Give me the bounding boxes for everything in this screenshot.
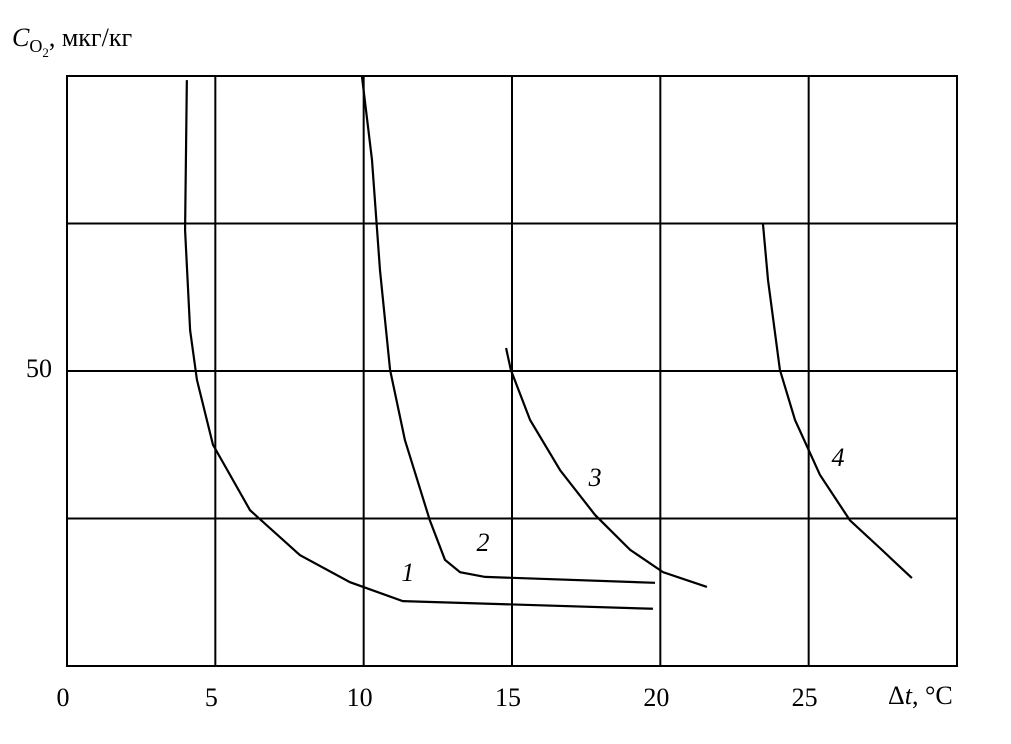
x-tick-label: 25 xyxy=(792,683,818,712)
data-line xyxy=(761,223,913,579)
x-tick-label: 0 xyxy=(57,683,70,712)
series-label: 1 xyxy=(401,558,414,587)
x-tick-label: 10 xyxy=(347,683,373,712)
series-label: 2 xyxy=(477,528,490,557)
x-tick-label: 5 xyxy=(205,683,218,712)
data-line xyxy=(183,80,653,610)
data-line xyxy=(360,75,656,584)
x-tick-label: 15 xyxy=(495,683,521,712)
y-axis-label: CO2, мкг/кг xyxy=(12,23,132,60)
data-line xyxy=(504,347,708,588)
y-tick-label: 50 xyxy=(26,354,52,383)
series-label: 4 xyxy=(831,443,844,472)
x-axis-label: Δt, °C xyxy=(888,681,953,710)
series-label: 3 xyxy=(588,463,602,492)
x-tick-label: 20 xyxy=(643,683,669,712)
